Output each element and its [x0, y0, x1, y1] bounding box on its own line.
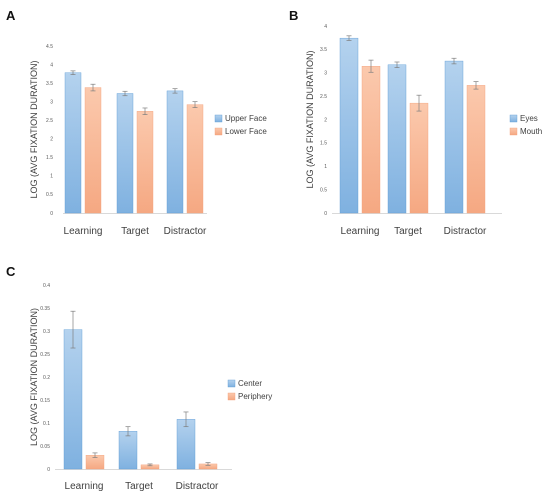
legend-label: Upper Face — [225, 114, 267, 123]
y-tick-label: 2.5 — [46, 118, 53, 124]
x-tick-label: Target — [394, 226, 422, 237]
y-tick-label: 3.5 — [46, 81, 53, 87]
legend-label: Center — [238, 379, 262, 388]
legend-swatch — [214, 127, 223, 136]
panel-letter: B — [289, 8, 298, 23]
y-tick-label: 2 — [50, 137, 53, 143]
x-tick-label: Learning — [341, 226, 380, 237]
bar-mouth — [409, 102, 429, 214]
y-tick-label: 0 — [324, 211, 327, 217]
panel-letter: A — [6, 8, 16, 23]
y-tick-label: 3 — [324, 71, 327, 77]
y-tick-label: 0.1 — [43, 421, 50, 427]
legend-swatch — [227, 379, 236, 388]
bar-eyes — [444, 60, 464, 214]
bar-upper-face — [166, 90, 184, 214]
bar-upper-face — [116, 93, 134, 214]
legend-label: Eyes — [520, 114, 538, 123]
bar-center — [118, 431, 138, 470]
y-tick-label: 0.35 — [40, 306, 50, 312]
y-tick-label: 0 — [47, 467, 50, 473]
chart-panel-b: B 0 0.5 1 1.5 2 2.5 3 3.5 4 LOG (AVG FIXATION DURA… — [289, 8, 542, 237]
y-tick-label: 1 — [50, 174, 53, 180]
y-tick-label: 2 — [324, 117, 327, 123]
legend-swatch — [214, 114, 223, 123]
bar-mouth — [466, 85, 486, 214]
bar-eyes — [387, 64, 407, 214]
bar-lower-face — [84, 87, 102, 214]
y-tick-label: 0.5 — [320, 187, 327, 193]
y-tick-label: 3.5 — [320, 47, 327, 53]
legend-label: Periphery — [238, 392, 272, 401]
y-tick-label: 0.5 — [46, 192, 53, 198]
x-tick-label: Learning — [64, 226, 103, 237]
y-tick-label: 0.3 — [43, 329, 50, 335]
y-tick-label: 0.2 — [43, 375, 50, 381]
y-tick-label: 4 — [50, 62, 53, 68]
y-tick-label: 1.5 — [46, 155, 53, 161]
legend-swatch — [509, 127, 518, 136]
y-tick-label: 0.15 — [40, 398, 50, 404]
x-tick-label: Target — [121, 226, 149, 237]
chart-panel-a: A 0 0.5 1 1.5 2 2.5 3 3.5 4 4.5 LOG (AVG FIXATION D… — [6, 8, 267, 237]
chart-panel-c: C 0 0.05 0.1 0.15 0.2 0.25 0.3 0.35 0.4 LOG (AVG F… — [6, 264, 272, 492]
bar-lower-face — [136, 111, 154, 214]
y-axis-label: LOG (AVG FIXATION DURATION) — [305, 50, 315, 188]
bar-center — [63, 329, 83, 470]
y-tick-label: 3 — [50, 99, 53, 105]
y-tick-label: 2.5 — [320, 94, 327, 100]
legend-swatch — [509, 114, 518, 123]
bar-lower-face — [186, 104, 204, 214]
bar-eyes — [339, 37, 359, 214]
y-tick-label: 4 — [324, 24, 327, 30]
x-tick-label: Distractor — [164, 226, 207, 237]
legend-label: Lower Face — [225, 127, 267, 136]
y-tick-label: 0.25 — [40, 352, 50, 358]
y-tick-label: 0.05 — [40, 444, 50, 450]
y-tick-label: 4.5 — [46, 44, 53, 50]
y-axis-label: LOG (AVG FIXATION DURATION) — [29, 308, 39, 446]
x-tick-label: Learning — [65, 481, 104, 492]
legend-swatch — [227, 392, 236, 401]
bar-mouth — [361, 66, 381, 214]
y-tick-label: 1 — [324, 164, 327, 170]
y-axis-label: LOG (AVG FIXATION DURATION) — [29, 60, 39, 198]
x-tick-label: Target — [125, 481, 153, 492]
bar-upper-face — [64, 72, 82, 214]
y-tick-label: 0.4 — [43, 283, 50, 289]
y-tick-label: 0 — [50, 211, 53, 217]
x-tick-label: Distractor — [444, 226, 487, 237]
panel-letter: C — [6, 264, 16, 279]
legend-label: Mouth — [520, 127, 542, 136]
y-tick-label: 1.5 — [320, 141, 327, 147]
x-tick-label: Distractor — [176, 481, 219, 492]
